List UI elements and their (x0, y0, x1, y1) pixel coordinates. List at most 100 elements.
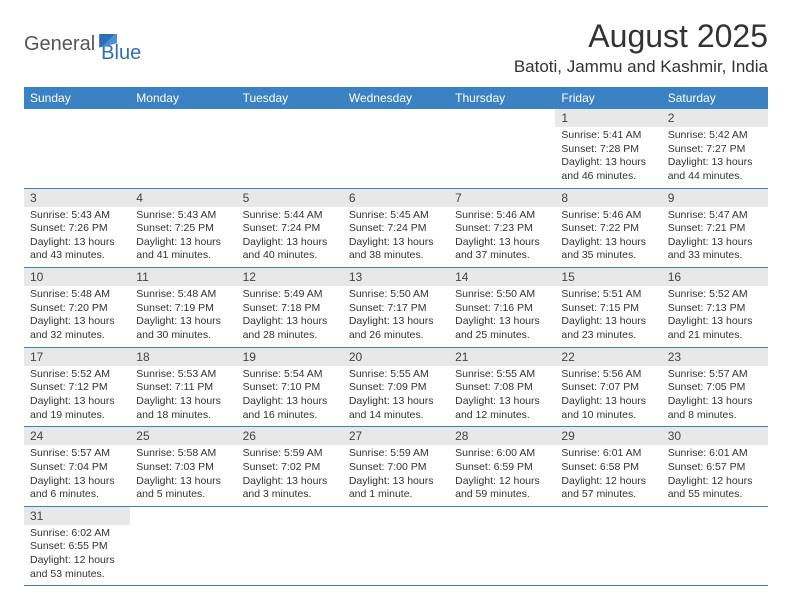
day-number: 20 (343, 348, 449, 366)
sunset-line: Sunset: 7:17 PM (349, 302, 443, 316)
daylight-line: Daylight: 12 hours and 57 minutes. (561, 475, 655, 502)
daylight-line: Daylight: 13 hours and 1 minute. (349, 475, 443, 502)
day-cell: 3Sunrise: 5:43 AMSunset: 7:26 PMDaylight… (24, 188, 130, 268)
sunset-line: Sunset: 7:26 PM (30, 222, 124, 236)
sunset-line: Sunset: 7:18 PM (243, 302, 337, 316)
empty-cell: . (343, 506, 449, 586)
brand-part1: General (24, 33, 95, 56)
day-data: Sunrise: 5:43 AMSunset: 7:25 PMDaylight:… (130, 207, 236, 268)
weekday-wednesday: Wednesday (343, 87, 449, 109)
sunrise-line: Sunrise: 5:51 AM (561, 288, 655, 302)
daylight-line: Daylight: 13 hours and 19 minutes. (30, 395, 124, 422)
daylight-line: Daylight: 13 hours and 46 minutes. (561, 156, 655, 183)
sunset-line: Sunset: 7:00 PM (349, 461, 443, 475)
sunset-line: Sunset: 7:12 PM (30, 381, 124, 395)
sunset-line: Sunset: 6:57 PM (668, 461, 762, 475)
day-cell: 9Sunrise: 5:47 AMSunset: 7:21 PMDaylight… (662, 188, 768, 268)
sunrise-line: Sunrise: 5:54 AM (243, 368, 337, 382)
day-data: Sunrise: 5:53 AMSunset: 7:11 PMDaylight:… (130, 366, 236, 427)
day-data: Sunrise: 5:57 AMSunset: 7:05 PMDaylight:… (662, 366, 768, 427)
day-cell: 16Sunrise: 5:52 AMSunset: 7:13 PMDayligh… (662, 268, 768, 348)
sunset-line: Sunset: 7:22 PM (561, 222, 655, 236)
empty-cell: . (449, 506, 555, 586)
day-data: Sunrise: 6:01 AMSunset: 6:57 PMDaylight:… (662, 445, 768, 506)
day-data: Sunrise: 6:01 AMSunset: 6:58 PMDaylight:… (555, 445, 661, 506)
week-row: 24Sunrise: 5:57 AMSunset: 7:04 PMDayligh… (24, 427, 768, 507)
sunset-line: Sunset: 7:25 PM (136, 222, 230, 236)
day-cell: 6Sunrise: 5:45 AMSunset: 7:24 PMDaylight… (343, 188, 449, 268)
day-data: Sunrise: 6:00 AMSunset: 6:59 PMDaylight:… (449, 445, 555, 506)
week-row: .....1Sunrise: 5:41 AMSunset: 7:28 PMDay… (24, 109, 768, 188)
daylight-line: Daylight: 13 hours and 14 minutes. (349, 395, 443, 422)
day-data: Sunrise: 5:43 AMSunset: 7:26 PMDaylight:… (24, 207, 130, 268)
sunrise-line: Sunrise: 5:42 AM (668, 129, 762, 143)
empty-cell: . (24, 109, 130, 188)
day-cell: 25Sunrise: 5:58 AMSunset: 7:03 PMDayligh… (130, 427, 236, 507)
day-number: 31 (24, 507, 130, 525)
day-cell: 8Sunrise: 5:46 AMSunset: 7:22 PMDaylight… (555, 188, 661, 268)
day-cell: 2Sunrise: 5:42 AMSunset: 7:27 PMDaylight… (662, 109, 768, 188)
day-number: 13 (343, 268, 449, 286)
sunset-line: Sunset: 7:08 PM (455, 381, 549, 395)
day-number: 4 (130, 189, 236, 207)
day-data: Sunrise: 5:48 AMSunset: 7:19 PMDaylight:… (130, 286, 236, 347)
day-number: 14 (449, 268, 555, 286)
sunset-line: Sunset: 7:09 PM (349, 381, 443, 395)
day-cell: 31Sunrise: 6:02 AMSunset: 6:55 PMDayligh… (24, 506, 130, 586)
day-data: Sunrise: 5:48 AMSunset: 7:20 PMDaylight:… (24, 286, 130, 347)
day-cell: 27Sunrise: 5:59 AMSunset: 7:00 PMDayligh… (343, 427, 449, 507)
day-number: 15 (555, 268, 661, 286)
day-cell: 14Sunrise: 5:50 AMSunset: 7:16 PMDayligh… (449, 268, 555, 348)
empty-cell: . (237, 109, 343, 188)
day-data: Sunrise: 5:59 AMSunset: 7:02 PMDaylight:… (237, 445, 343, 506)
daylight-line: Daylight: 12 hours and 59 minutes. (455, 475, 549, 502)
day-number: 10 (24, 268, 130, 286)
sunrise-line: Sunrise: 5:55 AM (349, 368, 443, 382)
sunrise-line: Sunrise: 5:49 AM (243, 288, 337, 302)
day-cell: 15Sunrise: 5:51 AMSunset: 7:15 PMDayligh… (555, 268, 661, 348)
header-row: General Blue August 2025 Batoti, Jammu a… (24, 18, 768, 77)
day-cell: 13Sunrise: 5:50 AMSunset: 7:17 PMDayligh… (343, 268, 449, 348)
day-number: 25 (130, 427, 236, 445)
sunset-line: Sunset: 7:28 PM (561, 143, 655, 157)
sunset-line: Sunset: 7:20 PM (30, 302, 124, 316)
day-data: Sunrise: 5:51 AMSunset: 7:15 PMDaylight:… (555, 286, 661, 347)
day-number: 3 (24, 189, 130, 207)
calendar-page: General Blue August 2025 Batoti, Jammu a… (0, 0, 792, 604)
day-number: 27 (343, 427, 449, 445)
sunset-line: Sunset: 7:16 PM (455, 302, 549, 316)
sunset-line: Sunset: 7:02 PM (243, 461, 337, 475)
day-number: 26 (237, 427, 343, 445)
day-data: Sunrise: 5:57 AMSunset: 7:04 PMDaylight:… (24, 445, 130, 506)
week-row: 10Sunrise: 5:48 AMSunset: 7:20 PMDayligh… (24, 268, 768, 348)
title-block: August 2025 Batoti, Jammu and Kashmir, I… (514, 18, 768, 77)
day-number: 30 (662, 427, 768, 445)
month-title: August 2025 (514, 18, 768, 55)
day-cell: 28Sunrise: 6:00 AMSunset: 6:59 PMDayligh… (449, 427, 555, 507)
sunrise-line: Sunrise: 5:56 AM (561, 368, 655, 382)
sunset-line: Sunset: 6:58 PM (561, 461, 655, 475)
daylight-line: Daylight: 13 hours and 28 minutes. (243, 315, 337, 342)
day-number: 5 (237, 189, 343, 207)
day-data: Sunrise: 5:54 AMSunset: 7:10 PMDaylight:… (237, 366, 343, 427)
day-number: 2 (662, 109, 768, 127)
daylight-line: Daylight: 13 hours and 8 minutes. (668, 395, 762, 422)
day-cell: 23Sunrise: 5:57 AMSunset: 7:05 PMDayligh… (662, 347, 768, 427)
day-cell: 7Sunrise: 5:46 AMSunset: 7:23 PMDaylight… (449, 188, 555, 268)
daylight-line: Daylight: 13 hours and 3 minutes. (243, 475, 337, 502)
empty-cell: . (662, 506, 768, 586)
daylight-line: Daylight: 13 hours and 35 minutes. (561, 236, 655, 263)
empty-cell: . (237, 506, 343, 586)
sunset-line: Sunset: 6:59 PM (455, 461, 549, 475)
week-row: 3Sunrise: 5:43 AMSunset: 7:26 PMDaylight… (24, 188, 768, 268)
day-data: Sunrise: 5:44 AMSunset: 7:24 PMDaylight:… (237, 207, 343, 268)
sunrise-line: Sunrise: 5:57 AM (668, 368, 762, 382)
day-data: Sunrise: 5:46 AMSunset: 7:22 PMDaylight:… (555, 207, 661, 268)
weekday-sunday: Sunday (24, 87, 130, 109)
daylight-line: Daylight: 13 hours and 41 minutes. (136, 236, 230, 263)
day-number: 11 (130, 268, 236, 286)
weekday-monday: Monday (130, 87, 236, 109)
daylight-line: Daylight: 13 hours and 10 minutes. (561, 395, 655, 422)
day-number: 24 (24, 427, 130, 445)
day-data: Sunrise: 5:45 AMSunset: 7:24 PMDaylight:… (343, 207, 449, 268)
